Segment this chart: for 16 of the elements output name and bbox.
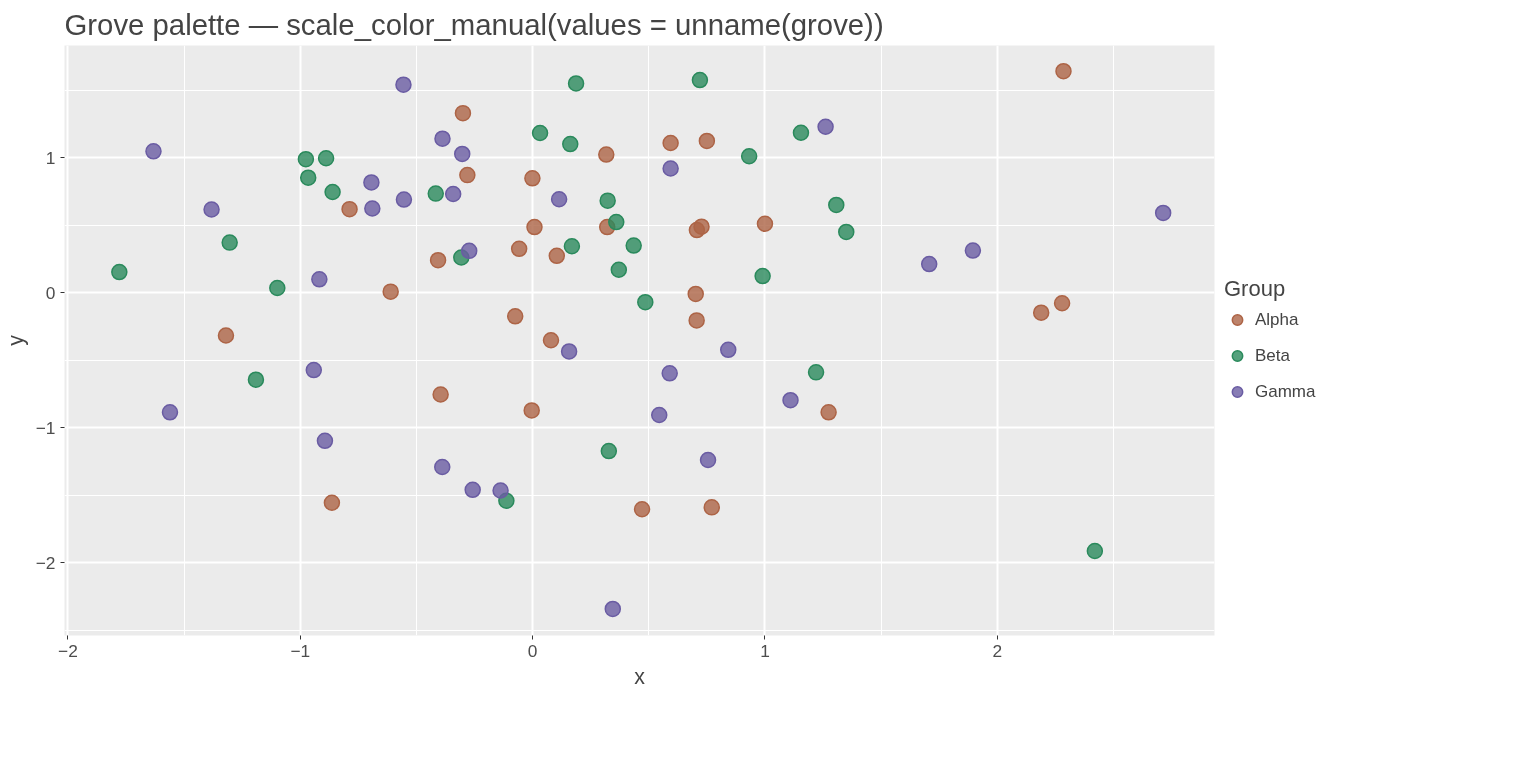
x-tick-label: 1 — [760, 640, 770, 661]
legend-label: Beta — [1255, 344, 1290, 367]
x-tick-label: 0 — [527, 640, 538, 661]
x-axis-title: x — [634, 664, 646, 689]
y-axis-title: y — [3, 334, 28, 346]
y-tick-label: 1 — [45, 147, 56, 168]
x-tick-label: −1 — [290, 640, 311, 661]
x-tick-label: −2 — [58, 640, 78, 661]
chart-title: Grove palette — scale_color_manual(values = unname(grove)) — [64, 7, 884, 41]
x-tick-label: 2 — [992, 640, 1003, 661]
y-tick-label: −1 — [35, 417, 56, 438]
y-tick-label: −2 — [35, 552, 56, 573]
legend-title: Group — [1224, 275, 1287, 302]
legend-label: Gamma — [1255, 380, 1316, 403]
y-tick-label: 0 — [45, 282, 56, 303]
legend-label: Alpha — [1255, 308, 1299, 331]
